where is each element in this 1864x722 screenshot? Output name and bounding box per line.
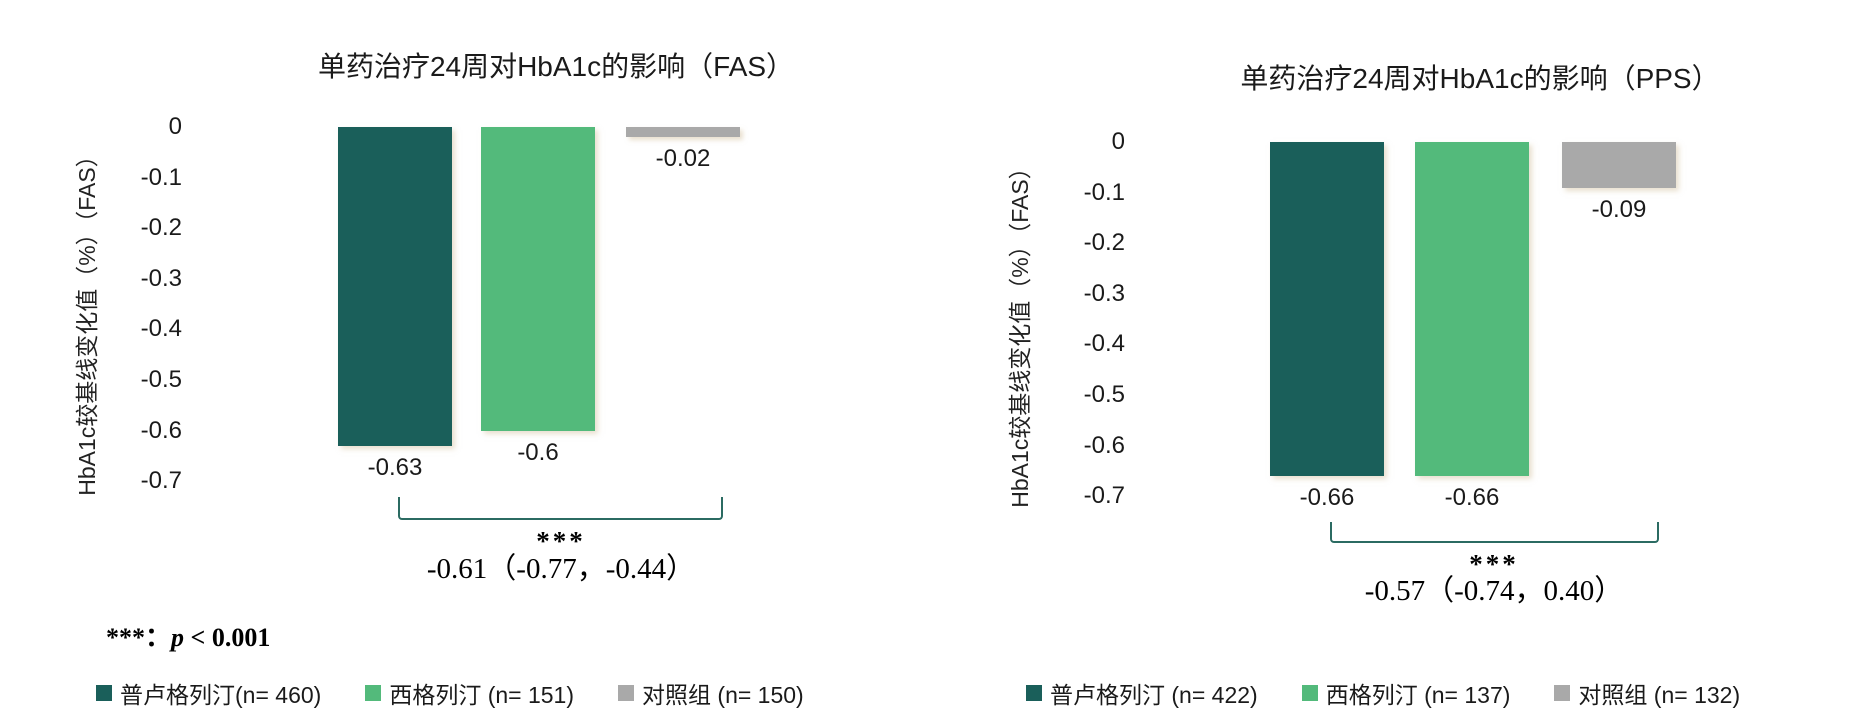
legend-label: 普卢格列汀 (n= 422) — [1050, 682, 1258, 708]
legend-swatch — [365, 685, 382, 701]
chart-fas-panel: 单药治疗24周对HbA1c的影响（FAS） HbA1c较基线变化值（%）（FAS… — [74, 51, 804, 710]
bar-value-label: -0.02 — [655, 145, 711, 173]
y-tick-label: -0.3 — [1083, 279, 1125, 307]
legend-label: 对照组 (n= 132) — [1578, 682, 1741, 708]
bar-2 — [1415, 142, 1529, 476]
y-tick-label: 0 — [1111, 128, 1125, 155]
pvalue-footnote: ***：p < 0.001 — [106, 617, 270, 654]
chart-title: 单药治疗24周对HbA1c的影响（PPS） — [1240, 63, 1720, 94]
y-tick-label: -0.1 — [140, 163, 182, 191]
legend-swatch — [1301, 685, 1318, 701]
y-tick-label: -0.4 — [140, 315, 182, 343]
legend-item: 西格列汀 (n= 151) — [365, 676, 574, 710]
footnote-p-symbol: p — [171, 623, 185, 652]
legend-label: 西格列汀 (n= 151) — [389, 682, 575, 708]
legend: 普卢格列汀(n= 460) 西格列汀 (n= 151) 对照组 (n= 150) — [96, 676, 804, 710]
bar-value-label: -0.63 — [367, 453, 423, 481]
legend: 普卢格列汀 (n= 422) 西格列汀 (n= 137) 对照组 (n= 132) — [1026, 676, 1740, 710]
significance-stars: *** — [536, 526, 586, 556]
y-tick-label: -0.6 — [140, 416, 182, 444]
legend-item: 普卢格列汀 (n= 422) — [1026, 676, 1258, 710]
legend-swatch — [1026, 685, 1042, 701]
footnote-threshold: < 0.001 — [184, 623, 271, 652]
y-tick-label: -0.3 — [140, 264, 182, 292]
comparison-bracket — [398, 497, 723, 520]
legend-swatch — [618, 685, 635, 701]
legend-item: 对照组 (n= 150) — [618, 676, 804, 710]
legend-label: 对照组 (n= 150) — [642, 682, 804, 708]
chart-pps-panel: 单药治疗24周对HbA1c的影响（PPS） HbA1c较基线变化值（%）（FAS… — [932, 0, 1864, 722]
bar-value-label: -0.66 — [1299, 483, 1355, 511]
y-tick-label: -0.4 — [1083, 330, 1125, 358]
y-tick-label: -0.2 — [140, 214, 182, 242]
legend-item: 对照组 (n= 132) — [1554, 676, 1740, 710]
legend-item: 普卢格列汀(n= 460) — [96, 676, 321, 710]
chart-title: 单药治疗24周对HbA1c的影响（FAS） — [317, 51, 795, 82]
significance-stars: *** — [1469, 549, 1519, 579]
y-tick-label: 0 — [168, 113, 182, 140]
bar-value-label: -0.09 — [1591, 195, 1647, 223]
legend-item: 西格列汀 (n= 137) — [1301, 676, 1511, 710]
legend-swatch — [1554, 685, 1571, 701]
y-tick-label: -0.7 — [1083, 482, 1125, 510]
bar-2 — [481, 127, 595, 431]
y-tick-label: -0.1 — [1083, 178, 1125, 206]
footnote-stars: ***： — [106, 623, 172, 652]
y-tick-label: -0.5 — [1083, 381, 1125, 408]
bar-3 — [1562, 142, 1676, 188]
difference-ci-text: -0.57（-0.74，0.40） — [1364, 575, 1624, 607]
y-tick-label: -0.2 — [1083, 229, 1125, 257]
bar-value-label: -0.66 — [1444, 483, 1500, 511]
legend-label: 普卢格列汀(n= 460) — [120, 682, 322, 708]
legend-swatch — [96, 685, 112, 701]
legend-label: 西格列汀 (n= 137) — [1325, 682, 1511, 708]
bar-1 — [1270, 142, 1384, 476]
y-tick-label: -0.7 — [140, 467, 182, 495]
comparison-bracket — [1330, 522, 1659, 543]
bar-value-label: -0.6 — [517, 438, 559, 466]
y-tick-label: -0.6 — [1083, 431, 1125, 459]
bar-1 — [338, 127, 452, 446]
bar-3 — [626, 127, 740, 138]
difference-ci-text: -0.61（-0.77，-0.44） — [426, 553, 696, 585]
y-tick-label: -0.5 — [140, 366, 182, 393]
